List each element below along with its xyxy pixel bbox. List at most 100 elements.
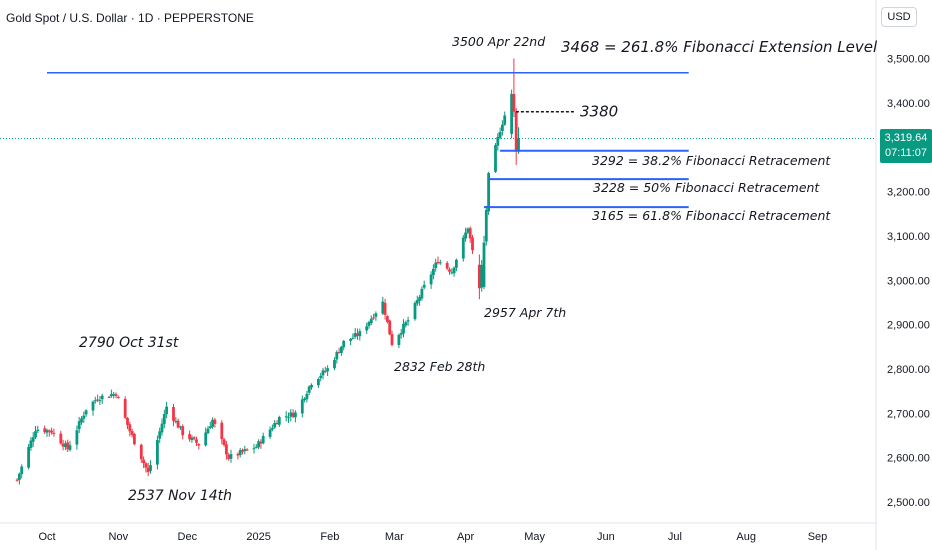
candle-body: [31, 437, 35, 442]
dotted-level-label: 3380: [580, 103, 618, 121]
candle-body: [402, 323, 405, 334]
y-tick-label: 2,700.00: [887, 408, 930, 420]
candle-body: [149, 465, 152, 471]
candle-body: [128, 424, 132, 432]
x-tick-label: May: [524, 531, 545, 543]
chart-title: Gold Spot / U.S. Dollar · 1D · PEPPERSTO…: [6, 11, 254, 25]
candle-body: [337, 352, 341, 354]
candle-body: [204, 432, 208, 446]
candle-body: [133, 433, 136, 445]
candle-body: [208, 426, 212, 429]
candle-body: [77, 421, 81, 430]
candle-body: [192, 437, 196, 439]
candle-body: [498, 131, 502, 138]
candle-body: [50, 430, 53, 433]
price-annotation: 2832 Feb 28th: [394, 359, 485, 374]
candle-body: [464, 232, 467, 239]
candle-body: [43, 428, 47, 433]
candle-body: [349, 338, 352, 341]
candle-body: [372, 317, 375, 319]
bar-countdown: 07:11:07: [884, 147, 927, 159]
price-annotation: 2537 Nov 14th: [128, 488, 232, 504]
candle-body: [29, 440, 33, 448]
x-tick-label: Dec: [178, 531, 198, 543]
candle-body: [123, 398, 127, 418]
candle-body: [116, 397, 120, 399]
candle-body: [294, 412, 297, 418]
candle-body: [415, 300, 419, 304]
candle-body: [434, 262, 438, 269]
candle-body: [404, 322, 408, 326]
candle-body: [252, 448, 256, 450]
candle-body: [303, 398, 306, 401]
candle-body: [93, 400, 97, 402]
candle-body: [82, 415, 86, 419]
candle-body: [273, 422, 277, 428]
price-annotation: 3500 Apr 22nd: [452, 34, 545, 49]
candle-body: [319, 375, 323, 379]
candle-body: [374, 313, 378, 317]
candle-body: [80, 418, 83, 423]
x-tick-label: Jul: [668, 531, 682, 543]
x-tick-label: Mar: [385, 531, 404, 543]
x-tick-label: Jun: [597, 531, 615, 543]
candle-body: [381, 301, 385, 314]
candle-body: [326, 368, 329, 372]
candle-body: [245, 449, 249, 451]
y-tick-label: 2,800.00: [887, 364, 930, 376]
candle-body: [284, 416, 288, 418]
y-tick-label: 3,000.00: [887, 275, 930, 287]
candle-body: [211, 419, 214, 427]
candle-body: [100, 395, 104, 400]
candle-body: [356, 333, 359, 336]
candle-body: [261, 435, 265, 444]
candle-body: [321, 370, 325, 376]
candle-body: [501, 124, 504, 132]
candle-body: [353, 333, 357, 337]
candle-body: [340, 346, 343, 353]
candle-body: [195, 439, 198, 443]
current-price-tag: 3,319.64 07:11:07: [880, 129, 932, 163]
candle-body: [243, 449, 247, 452]
candle-body: [480, 264, 484, 288]
candle-body: [98, 400, 102, 402]
candle-body: [386, 316, 389, 322]
candle-body: [176, 420, 180, 428]
candle-body: [91, 401, 95, 411]
candle-body: [496, 136, 500, 146]
candle-body: [197, 444, 201, 446]
candle-body: [259, 441, 263, 444]
candle-body: [478, 264, 481, 289]
candle-body: [220, 422, 224, 440]
retracement-50-label: 3228 = 50% Fibonacci Retracement: [593, 180, 820, 195]
candle-body: [287, 417, 290, 419]
candle-body: [466, 228, 470, 233]
retracement-38-label: 3292 = 38.2% Fibonacci Retracement: [592, 153, 831, 168]
candle-body: [206, 428, 210, 434]
candle-body: [18, 473, 21, 480]
candle-body: [333, 359, 336, 369]
candle-body: [445, 262, 449, 269]
candle-body: [181, 426, 185, 436]
candle-body: [351, 337, 355, 339]
x-tick-label: Feb: [320, 531, 339, 543]
candle-body: [406, 320, 410, 322]
candle-body: [307, 386, 311, 393]
x-tick-label: Oct: [38, 531, 55, 543]
y-tick-label: 3,400.00: [887, 98, 930, 110]
candle-body: [174, 420, 178, 422]
currency-button[interactable]: USD: [881, 7, 917, 27]
candle-body: [369, 318, 373, 324]
candle-body: [310, 384, 313, 388]
candle-body: [275, 422, 279, 424]
current-price-value: 3,319.64: [884, 132, 928, 144]
x-tick-label: 2025: [246, 531, 270, 543]
candle-body: [64, 443, 67, 447]
candle-body: [162, 414, 166, 424]
price-annotation: 2957 Apr 7th: [484, 305, 566, 320]
candle-body: [110, 394, 113, 397]
candle-body: [36, 429, 40, 432]
candle-body: [484, 209, 488, 242]
candle-body: [422, 284, 426, 288]
